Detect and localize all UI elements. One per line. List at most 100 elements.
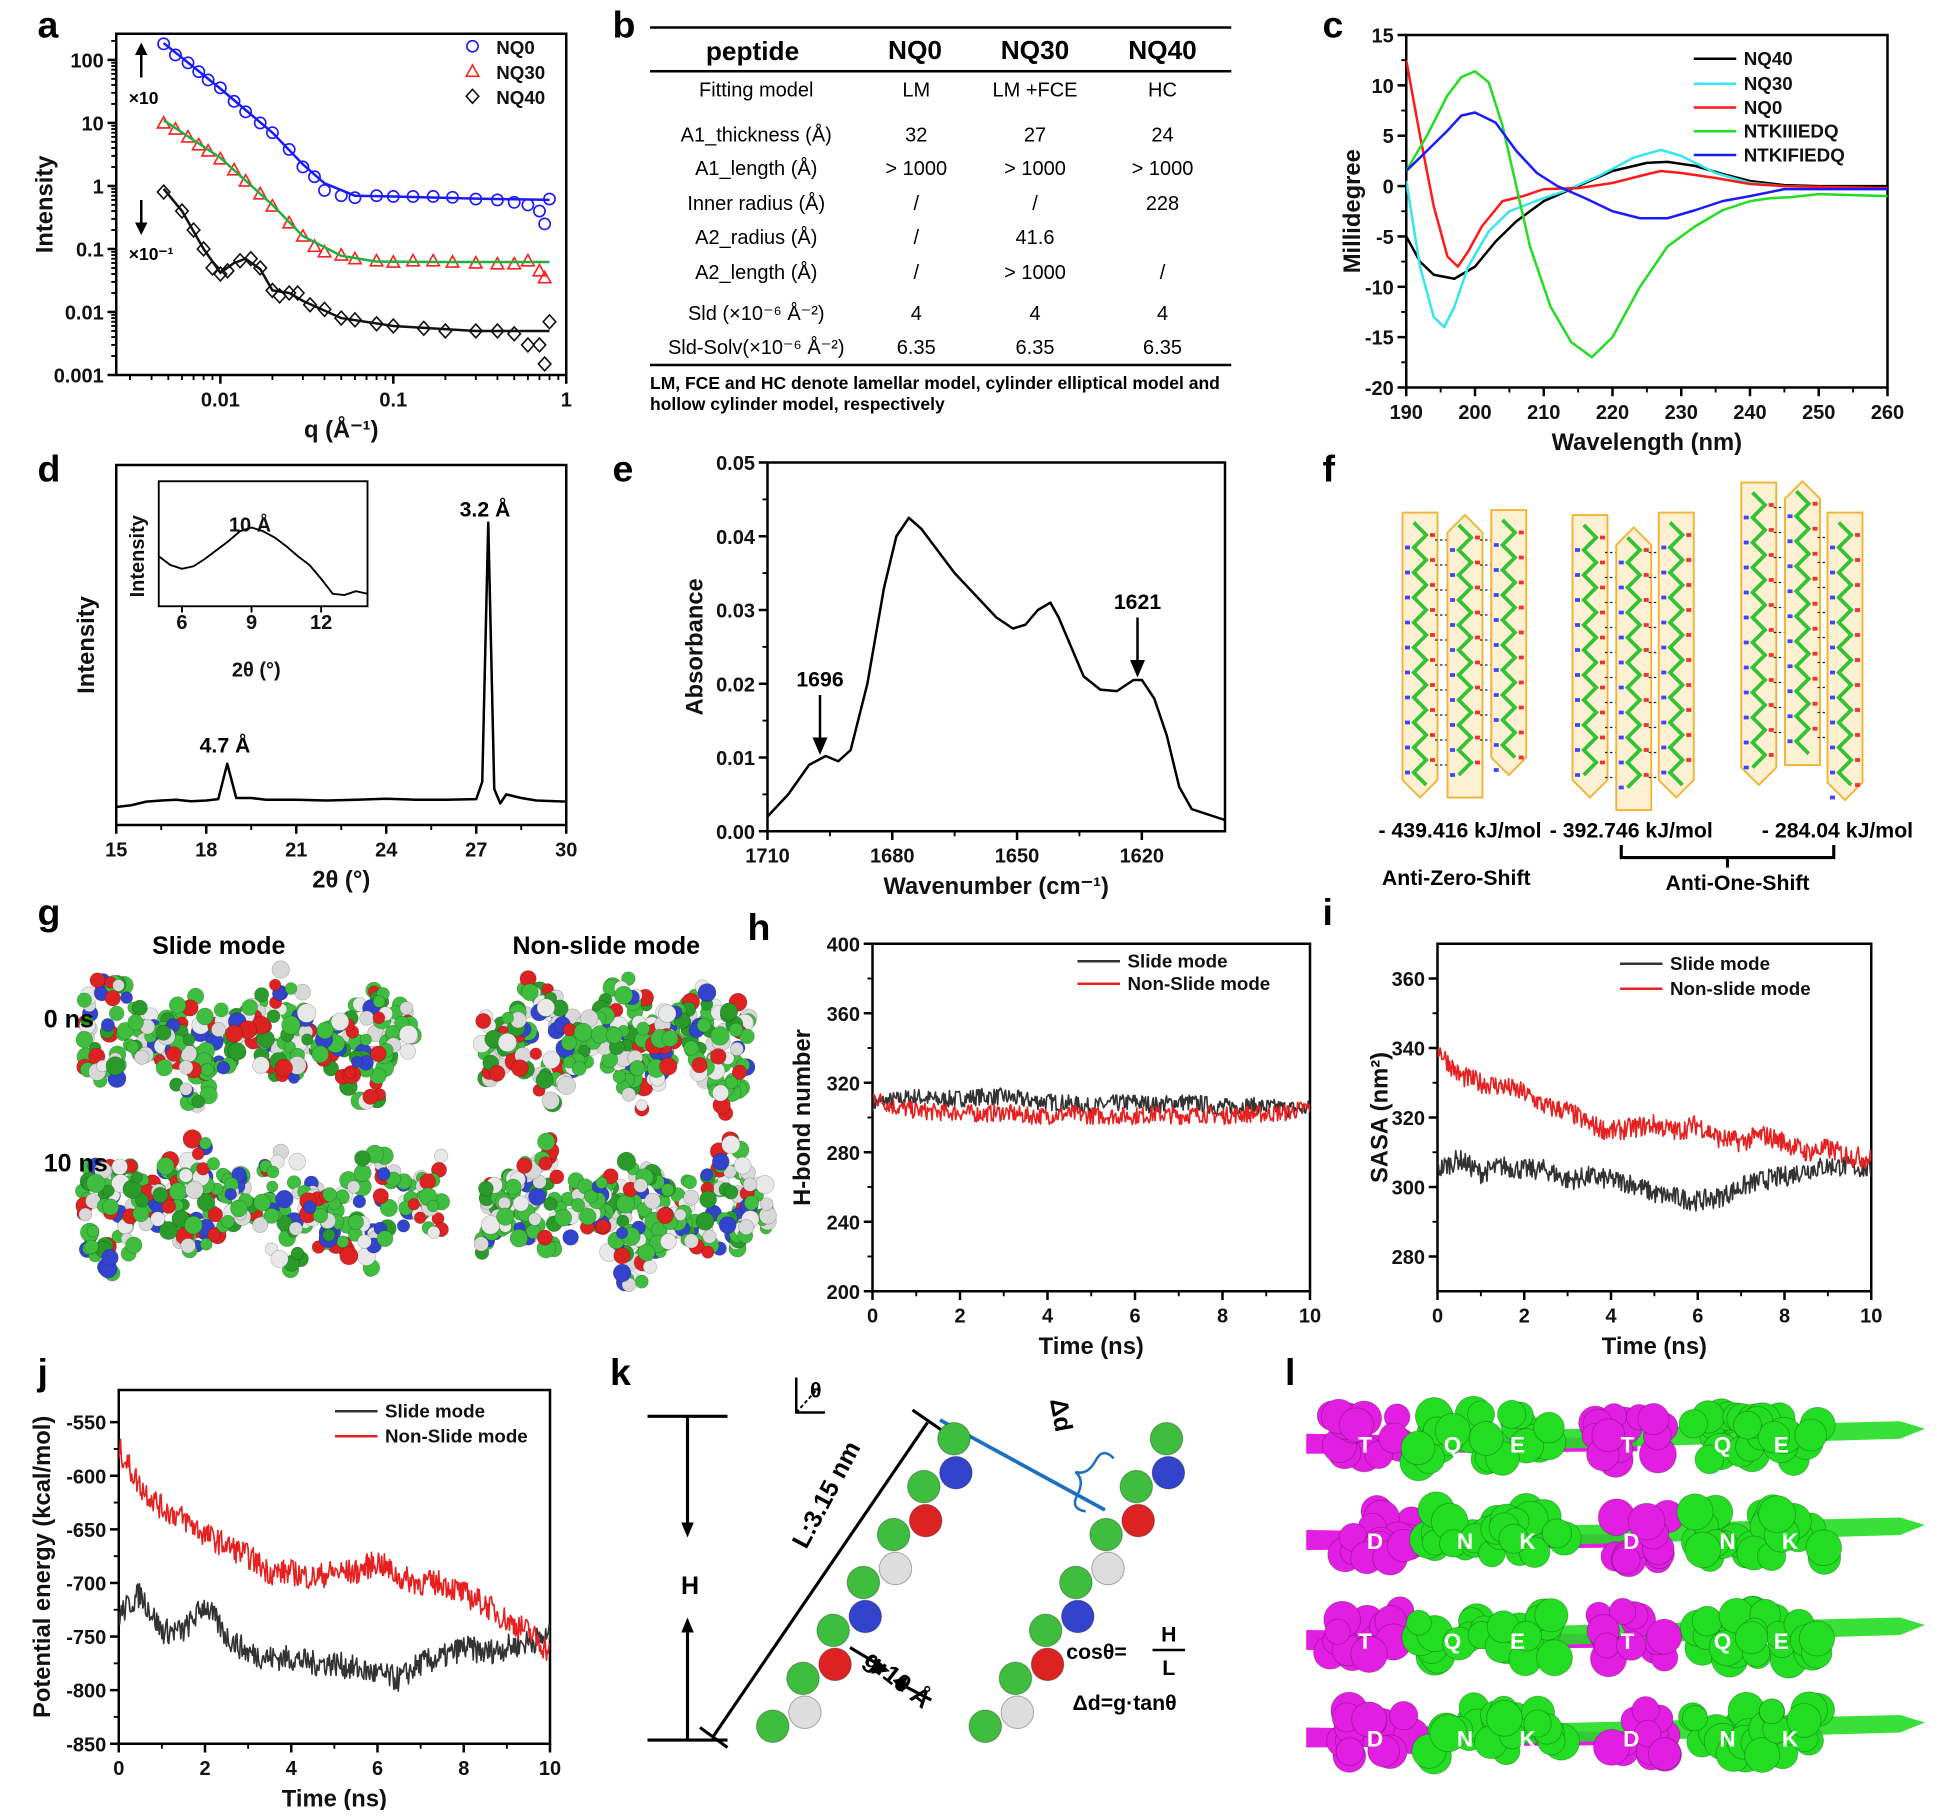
atom (695, 1211, 715, 1231)
x-tick-label: 190 (1390, 402, 1423, 424)
table-cell: 6.35 (897, 337, 936, 359)
data-point (295, 228, 311, 242)
data-point (243, 250, 259, 267)
x-tick-label: 200 (1458, 402, 1491, 424)
legend-label: Non-slide mode (1670, 978, 1811, 999)
panel-label-b: b (613, 4, 636, 46)
residue-atom (1608, 1597, 1637, 1626)
legend-label: NTKIIIEDQ (1744, 121, 1839, 142)
y-tick-label: 320 (827, 1073, 860, 1095)
atom (155, 1024, 172, 1041)
height-label: H (681, 1572, 699, 1600)
x-tick-label: 1650 (995, 846, 1039, 868)
column-label-non-slide-mode: Non-slide mode (512, 932, 700, 960)
atom (509, 1229, 529, 1248)
x-tick-label: 6 (372, 1758, 383, 1780)
atom (75, 1030, 94, 1049)
data-point (306, 238, 323, 253)
atom (396, 1219, 411, 1233)
series-line (1406, 111, 1888, 220)
atom (556, 1075, 576, 1096)
atom (661, 1030, 679, 1047)
x-tick-label: 240 (1733, 402, 1766, 424)
tan-equation: Δd=g·tanθ (1073, 1691, 1177, 1715)
residue-atom (1676, 1493, 1714, 1531)
atom (434, 1148, 449, 1163)
tilt-geometry-diagram (647, 1377, 1186, 1749)
series-line (118, 1583, 550, 1692)
residue-label: K (1519, 1726, 1536, 1751)
atom (86, 1173, 106, 1194)
snapshot-2 (75, 1129, 451, 1282)
residue-atom (1758, 1698, 1785, 1725)
residue-atom (1523, 1709, 1552, 1738)
atom (712, 1084, 729, 1102)
strand-arrangement-illustration (1401, 479, 1864, 811)
residue-atom (1511, 1620, 1542, 1652)
atom (570, 1198, 586, 1213)
atom (78, 1207, 93, 1222)
atom (660, 1233, 677, 1250)
arrow-down-icon (812, 695, 828, 755)
cos-numerator: H (1161, 1622, 1176, 1646)
residue-atom (1647, 1737, 1682, 1771)
residue-atom (1497, 1399, 1527, 1429)
legend-label: Non-Slide mode (385, 1426, 528, 1447)
x-tick-label: 15 (105, 839, 127, 861)
data-point (348, 191, 362, 205)
peak-label-3-2: 3.2 Å (460, 495, 511, 521)
x-tick-label: 2 (954, 1306, 965, 1328)
table-cell: LM (902, 79, 930, 101)
atom (615, 1226, 629, 1239)
atom (274, 1058, 293, 1078)
residue-atom (1637, 1402, 1670, 1436)
length-label: L:3.15 nm (787, 1437, 867, 1553)
residue-label: K (1782, 1529, 1799, 1554)
energy-anti-one-shift-a: - 392.746 kJ/mol (1550, 819, 1713, 843)
atom (683, 1189, 700, 1206)
atom (182, 1129, 203, 1149)
residue-atom (1733, 1410, 1762, 1440)
table-footnote: LM, FCE and HC denote lamellar model, cy… (650, 373, 1220, 393)
atom (701, 1245, 715, 1259)
atom (168, 996, 187, 1014)
atom (908, 1503, 943, 1538)
y-tick-label: 0.05 (716, 453, 755, 475)
atom (127, 1014, 144, 1031)
atom (528, 1187, 547, 1206)
residue-label: T (1358, 1629, 1372, 1654)
atom (76, 992, 92, 1008)
y-tick-label: -700 (66, 1573, 106, 1595)
atom (497, 1032, 517, 1053)
residue-atom (1367, 1734, 1400, 1768)
table-cell: / (1032, 193, 1038, 215)
data-point (252, 185, 268, 200)
scale-annotation-x10-1: ×10⁻¹ (129, 244, 174, 264)
atom (359, 1033, 372, 1046)
x-tick-label: 6 (176, 612, 187, 634)
table-cell: HC (1148, 79, 1177, 101)
residue-label: E (1774, 1629, 1789, 1654)
table-row-label: A2_length (Å) (695, 261, 817, 284)
data-point (212, 150, 229, 165)
atom (316, 1021, 334, 1040)
atom (634, 1274, 649, 1289)
peptide-backbone (1581, 523, 1599, 777)
x-axis-label: Time (ns) (282, 1785, 387, 1810)
table-cell: / (913, 193, 919, 215)
data-point (220, 262, 235, 279)
data-point (537, 269, 553, 284)
angle-ray (795, 1386, 820, 1414)
inset-chart: 6 9 12 (157, 480, 369, 634)
x-tick-label: 10 (1860, 1306, 1882, 1328)
atom (311, 1045, 330, 1064)
x-tick-label: 8 (1217, 1306, 1228, 1328)
theta-label: θ (810, 1379, 822, 1403)
residue-atom (1794, 1418, 1828, 1452)
data-point (281, 214, 297, 229)
series-line (767, 516, 1225, 822)
residue-atom (1611, 1545, 1641, 1575)
data-point (532, 336, 547, 354)
